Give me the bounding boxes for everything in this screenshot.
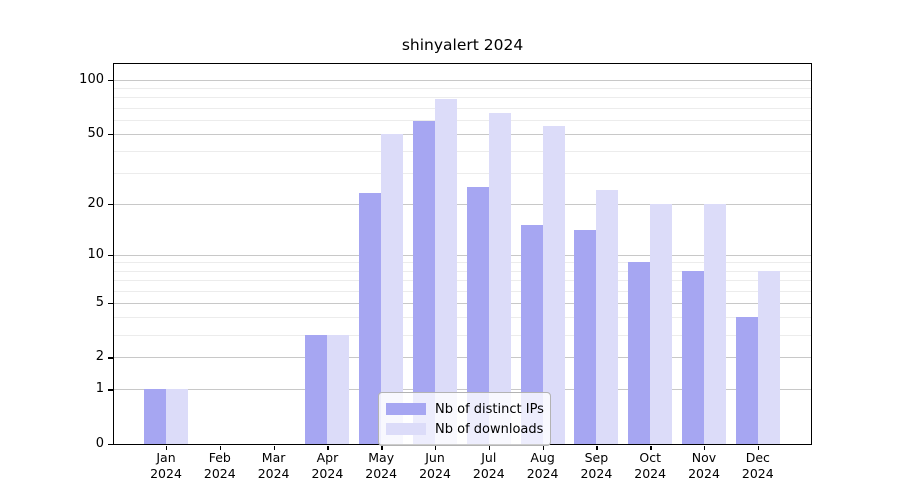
- x-axis-tick: [650, 446, 652, 450]
- bar-distinct-ips: [144, 389, 166, 444]
- x-axis-tick-label: May 2024: [365, 450, 398, 481]
- gridline-minor: [114, 173, 811, 175]
- bar-distinct-ips: [682, 270, 704, 444]
- gridline-major: [114, 389, 811, 391]
- x-axis-tick-label: Oct 2024: [634, 450, 667, 481]
- y-axis-tick: [108, 254, 113, 257]
- gridline-minor: [114, 334, 811, 336]
- y-axis-tick-label: 50: [87, 125, 104, 141]
- bar-distinct-ips: [305, 334, 328, 444]
- gridline-minor: [114, 279, 811, 281]
- y-axis-tick: [108, 203, 113, 206]
- bar-downloads: [704, 203, 726, 444]
- gridline-major: [114, 133, 811, 135]
- x-axis-tick: [757, 446, 760, 450]
- y-axis-tick-label: 2: [95, 349, 104, 365]
- y-axis-tick-label: 10: [87, 246, 104, 262]
- bar-downloads: [757, 270, 780, 444]
- x-axis-tick-label: Nov 2024: [688, 450, 720, 481]
- ips-color-swatch: [386, 403, 426, 415]
- bar-downloads: [327, 334, 350, 444]
- x-axis-tick: [166, 446, 168, 450]
- x-axis-tick-label: Feb 2024: [203, 450, 236, 481]
- x-axis-tick: [381, 446, 383, 450]
- bar-distinct-ips: [735, 317, 758, 444]
- x-axis-tick-label: Jun 2024: [419, 450, 451, 481]
- bar-downloads: [435, 99, 457, 444]
- gridline-major: [114, 79, 811, 81]
- bar-distinct-ips: [574, 230, 597, 444]
- y-axis-tick: [108, 133, 113, 136]
- y-axis-tick: [108, 79, 113, 82]
- x-axis-tick-label: Apr 2024: [311, 450, 344, 481]
- bar-distinct-ips: [628, 262, 651, 444]
- y-axis-tick: [108, 444, 113, 446]
- y-axis-tick-label: 5: [95, 294, 104, 310]
- bar-downloads: [542, 126, 565, 444]
- gridline-minor: [114, 151, 811, 152]
- bar-downloads: [596, 190, 619, 444]
- bar-downloads: [381, 133, 404, 444]
- bar-distinct-ips: [466, 186, 489, 444]
- y-axis-tick-label: 0: [95, 436, 104, 451]
- gridline-major: [114, 357, 811, 359]
- x-axis-tick-label: Aug 2024: [526, 450, 559, 481]
- gridline-major: [114, 302, 811, 304]
- bar-distinct-ips: [359, 193, 382, 444]
- gridline-minor: [114, 119, 811, 121]
- x-axis-tick: [704, 446, 706, 450]
- bar-downloads: [166, 389, 188, 444]
- y-axis-tick: [108, 389, 113, 391]
- x-axis-tick-label: Jan 2024: [150, 450, 182, 481]
- x-axis-tick: [596, 446, 598, 450]
- x-axis-tick: [327, 446, 329, 450]
- gridline-minor: [114, 290, 811, 292]
- y-axis-tick-label: 1: [95, 381, 104, 397]
- legend-label: Nb of downloads: [435, 421, 544, 437]
- gridline-minor: [114, 107, 811, 109]
- y-axis-tick-label: 20: [87, 195, 104, 211]
- x-axis-tick: [219, 446, 222, 450]
- gridline-minor: [114, 270, 811, 272]
- bar-distinct-ips: [520, 225, 543, 444]
- chart-title: shinyalert 2024: [401, 36, 524, 54]
- gridline-minor: [114, 97, 811, 99]
- bar-downloads: [650, 203, 673, 444]
- gridline-minor: [114, 88, 811, 90]
- x-axis-tick-label: Dec 2024: [741, 450, 774, 481]
- legend: Nb of distinct IPs Nb of downloads: [378, 392, 551, 446]
- plot-area: [113, 63, 812, 445]
- x-axis-tick-label: Jul 2024: [472, 450, 505, 481]
- gridline-major: [114, 254, 811, 256]
- x-axis-tick: [542, 446, 544, 450]
- x-axis-tick: [273, 446, 275, 450]
- gridline-minor: [114, 317, 811, 318]
- downloads-color-swatch: [386, 423, 426, 435]
- x-axis-tick-label: Mar 2024: [257, 450, 290, 481]
- y-axis-tick: [108, 302, 113, 304]
- x-axis-tick-label: Sep 2024: [580, 450, 613, 481]
- gridline-major: [114, 203, 811, 205]
- x-axis-tick: [435, 446, 437, 450]
- legend-item-distinct-ips: Nb of distinct IPs: [386, 399, 544, 419]
- y-axis-tick: [108, 357, 113, 359]
- legend-label: Nb of distinct IPs: [435, 401, 544, 417]
- legend-item-downloads: Nb of downloads: [386, 419, 544, 439]
- y-axis-tick-label: 100: [79, 71, 104, 87]
- gridline-minor: [114, 262, 811, 264]
- bar-distinct-ips: [413, 121, 435, 444]
- bar-downloads: [488, 113, 511, 444]
- x-axis-tick: [488, 446, 491, 450]
